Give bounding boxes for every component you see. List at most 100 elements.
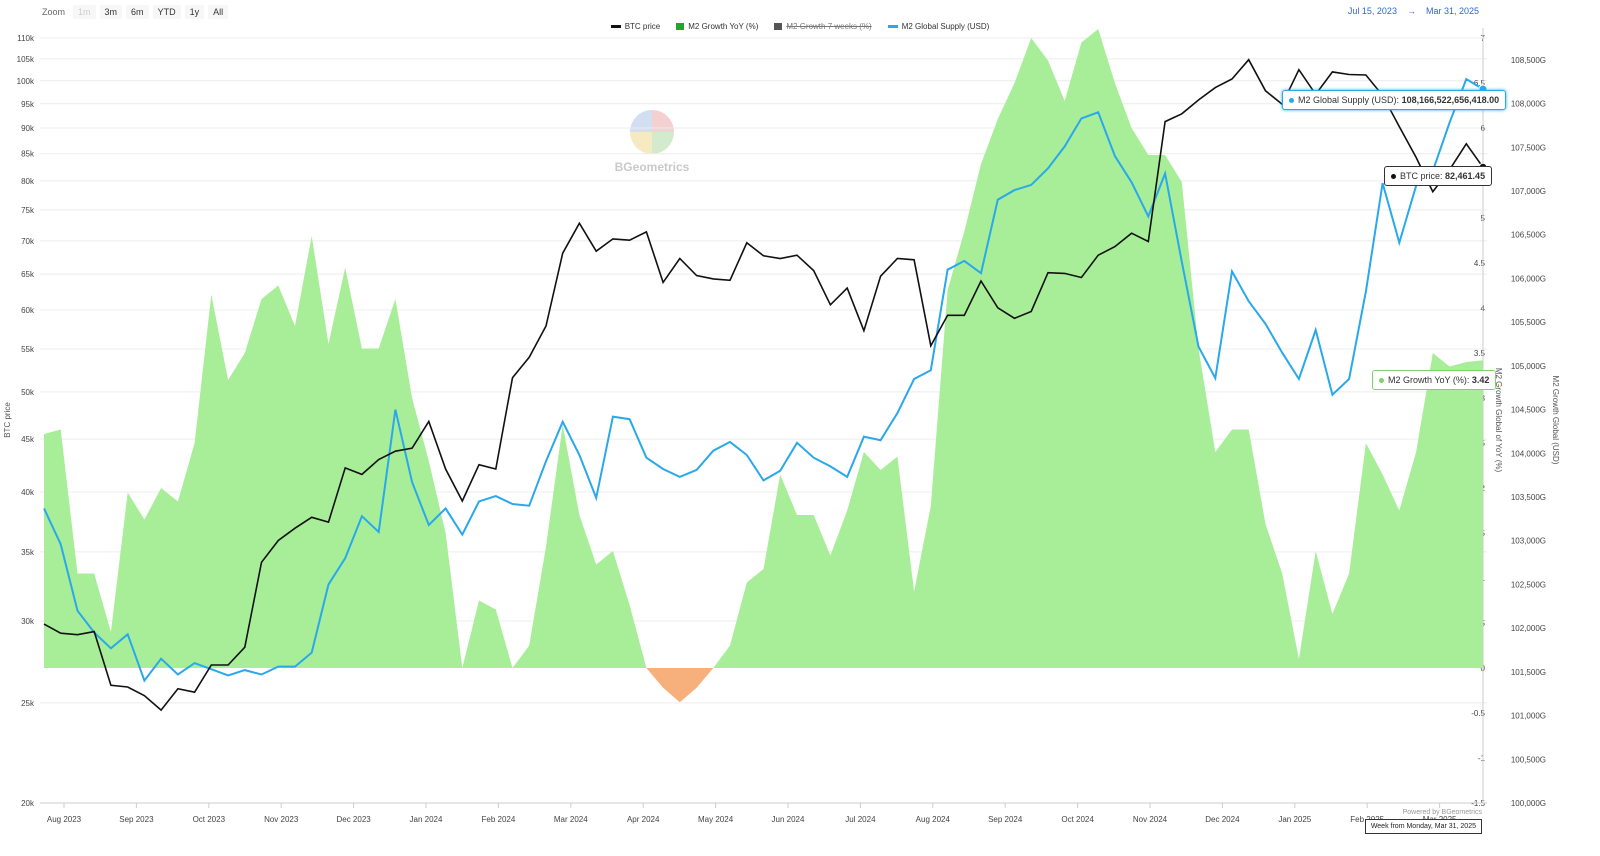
data-point-btc-price-59 <box>1030 310 1033 313</box>
data-point-m2-global-supply-usd--21 <box>394 408 397 411</box>
data-point-m2-global-supply-usd--33 <box>595 496 598 499</box>
x-tick-label: Jun 2024 <box>772 815 805 824</box>
data-point-m2-global-supply-usd--66 <box>1147 215 1150 218</box>
data-point-btc-price-15 <box>294 527 297 530</box>
data-point-btc-price-73 <box>1264 89 1267 92</box>
data-point-m2-growth-yoy--79 <box>1364 442 1367 445</box>
data-point-m2-growth-yoy--29 <box>528 644 531 647</box>
data-point-m2-growth-yoy--86 <box>1482 359 1485 362</box>
data-point-m2-growth-yoy--67 <box>1164 154 1167 157</box>
zoom-button-1y[interactable]: 1y <box>184 5 205 19</box>
tooltip-growth-bullet-icon <box>1379 378 1384 384</box>
data-point-m2-growth-yoy--84 <box>1448 365 1451 368</box>
data-point-btc-price-21 <box>394 450 397 453</box>
data-point-m2-growth-yoy--10 <box>210 293 213 296</box>
x-tick-label: Oct 2023 <box>193 815 226 824</box>
data-point-m2-global-supply-usd--31 <box>561 420 564 423</box>
data-point-btc-price-42 <box>745 241 748 244</box>
data-point-m2-growth-yoy--72 <box>1247 428 1250 431</box>
data-point-m2-global-supply-usd--53 <box>929 369 932 372</box>
y-right-inner-tick-label: 6.5 <box>1474 79 1486 88</box>
y-left-axis-title: BTC price <box>3 402 12 438</box>
data-point-m2-growth-yoy--57 <box>996 118 999 121</box>
y-right-outer-tick-label: 106,500G <box>1511 231 1546 240</box>
data-point-btc-price-62 <box>1080 276 1083 279</box>
x-tick-label: Aug 2023 <box>47 815 82 824</box>
data-point-m2-global-supply-usd--3 <box>93 631 96 634</box>
data-point-btc-price-25 <box>461 500 464 503</box>
data-point-m2-growth-yoy--18 <box>344 266 347 269</box>
data-point-m2-growth-yoy--48 <box>846 509 849 512</box>
zoom-button-6m[interactable]: 6m <box>126 5 149 19</box>
data-point-btc-price-63 <box>1097 254 1100 257</box>
data-point-m2-global-supply-usd--55 <box>963 259 966 262</box>
data-point-btc-price-48 <box>846 287 849 290</box>
data-point-m2-global-supply-usd--76 <box>1314 329 1317 332</box>
zoom-button-ytd[interactable]: YTD <box>152 5 181 19</box>
data-point-m2-growth-yoy--9 <box>193 442 196 445</box>
y-left-tick-label: 75k <box>21 206 35 215</box>
zoom-button-3m[interactable]: 3m <box>99 5 123 19</box>
data-point-m2-growth-yoy--34 <box>611 550 614 553</box>
data-point-btc-price-65 <box>1130 232 1133 235</box>
date-to[interactable]: Mar 31, 2025 <box>1425 6 1479 16</box>
data-point-btc-price-16 <box>310 516 313 519</box>
zoom-button-all[interactable]: All <box>208 5 229 19</box>
data-point-m2-growth-yoy--85 <box>1465 361 1468 364</box>
data-point-btc-price-57 <box>996 306 999 309</box>
bgeometrics-logo-icon <box>630 110 674 154</box>
data-point-m2-global-supply-usd--0 <box>43 507 46 510</box>
data-point-m2-global-supply-usd--74 <box>1281 351 1284 354</box>
data-point-m2-growth-yoy--32 <box>578 514 581 517</box>
data-point-m2-growth-yoy--21 <box>394 298 397 301</box>
legend-item-btc-price[interactable]: BTC price <box>610 22 660 31</box>
data-point-m2-global-supply-usd--30 <box>545 460 548 463</box>
data-point-m2-global-supply-usd--61 <box>1063 145 1066 148</box>
data-point-btc-price-43 <box>762 254 765 257</box>
x-tick-label: Sep 2023 <box>119 815 154 824</box>
y-right-inner-tick-label: 4.5 <box>1474 259 1486 268</box>
data-point-m2-growth-yoy--82 <box>1415 451 1418 454</box>
data-point-m2-growth-yoy--51 <box>896 455 899 458</box>
data-point-m2-global-supply-usd--18 <box>344 557 347 560</box>
watermark-text: BGeometrics <box>614 160 690 174</box>
legend-item-m2-global-supply[interactable]: M2 Global Supply (USD) <box>887 22 989 31</box>
data-point-btc-price-22 <box>411 447 414 450</box>
data-point-m2-growth-yoy--78 <box>1348 572 1351 575</box>
y-left-tick-label: 20k <box>21 799 35 808</box>
legend-item-m2-growth-7-weeks[interactable]: M2 Growth 7 weeks (%) <box>774 22 872 31</box>
y-left-tick-label: 90k <box>21 124 35 133</box>
data-point-btc-price-81 <box>1398 125 1401 128</box>
data-point-btc-price-44 <box>779 257 782 260</box>
data-point-m2-global-supply-usd--54 <box>946 268 949 271</box>
data-point-btc-price-8 <box>176 687 179 690</box>
data-point-m2-global-supply-usd--52 <box>913 378 916 381</box>
y-right-outer-tick-label: 100,000G <box>1511 799 1546 808</box>
data-point-m2-global-supply-usd--19 <box>360 515 363 518</box>
credit-text[interactable]: Powered by BGeometrics <box>1402 809 1482 816</box>
y-right-outer-tick-label: 104,500G <box>1511 406 1546 415</box>
data-point-m2-growth-yoy--27 <box>494 608 497 611</box>
data-point-m2-global-supply-usd--84 <box>1448 121 1451 124</box>
tooltip-btc-price: BTC price: 82,461.45 <box>1384 166 1493 186</box>
date-range[interactable]: Jul 15, 2023 → Mar 31, 2025 <box>1343 6 1484 16</box>
zoom-button-1m[interactable]: 1m <box>73 5 96 19</box>
data-point-m2-growth-yoy--31 <box>561 424 564 427</box>
x-tick-label: Jan 2025 <box>1278 815 1311 824</box>
data-point-btc-price-72 <box>1247 58 1250 61</box>
data-point-btc-price-4 <box>109 684 112 687</box>
date-from[interactable]: Jul 15, 2023 <box>1347 6 1397 16</box>
data-point-m2-growth-yoy--16 <box>310 235 313 238</box>
data-point-m2-global-supply-usd--57 <box>996 198 999 201</box>
legend-item-m2-growth-yoy[interactable]: M2 Growth YoY (%) <box>676 22 758 31</box>
data-point-m2-global-supply-usd--11 <box>227 674 230 677</box>
data-point-m2-global-supply-usd--78 <box>1348 378 1351 381</box>
data-point-m2-growth-yoy--54 <box>946 289 949 292</box>
data-point-m2-growth-yoy--1 <box>59 428 62 431</box>
data-point-btc-price-11 <box>227 664 230 667</box>
data-point-m2-global-supply-usd--5 <box>126 633 129 636</box>
data-point-btc-price-79 <box>1364 74 1367 77</box>
data-point-m2-growth-yoy--44 <box>779 473 782 476</box>
x-tick-label: Sep 2024 <box>988 815 1023 824</box>
